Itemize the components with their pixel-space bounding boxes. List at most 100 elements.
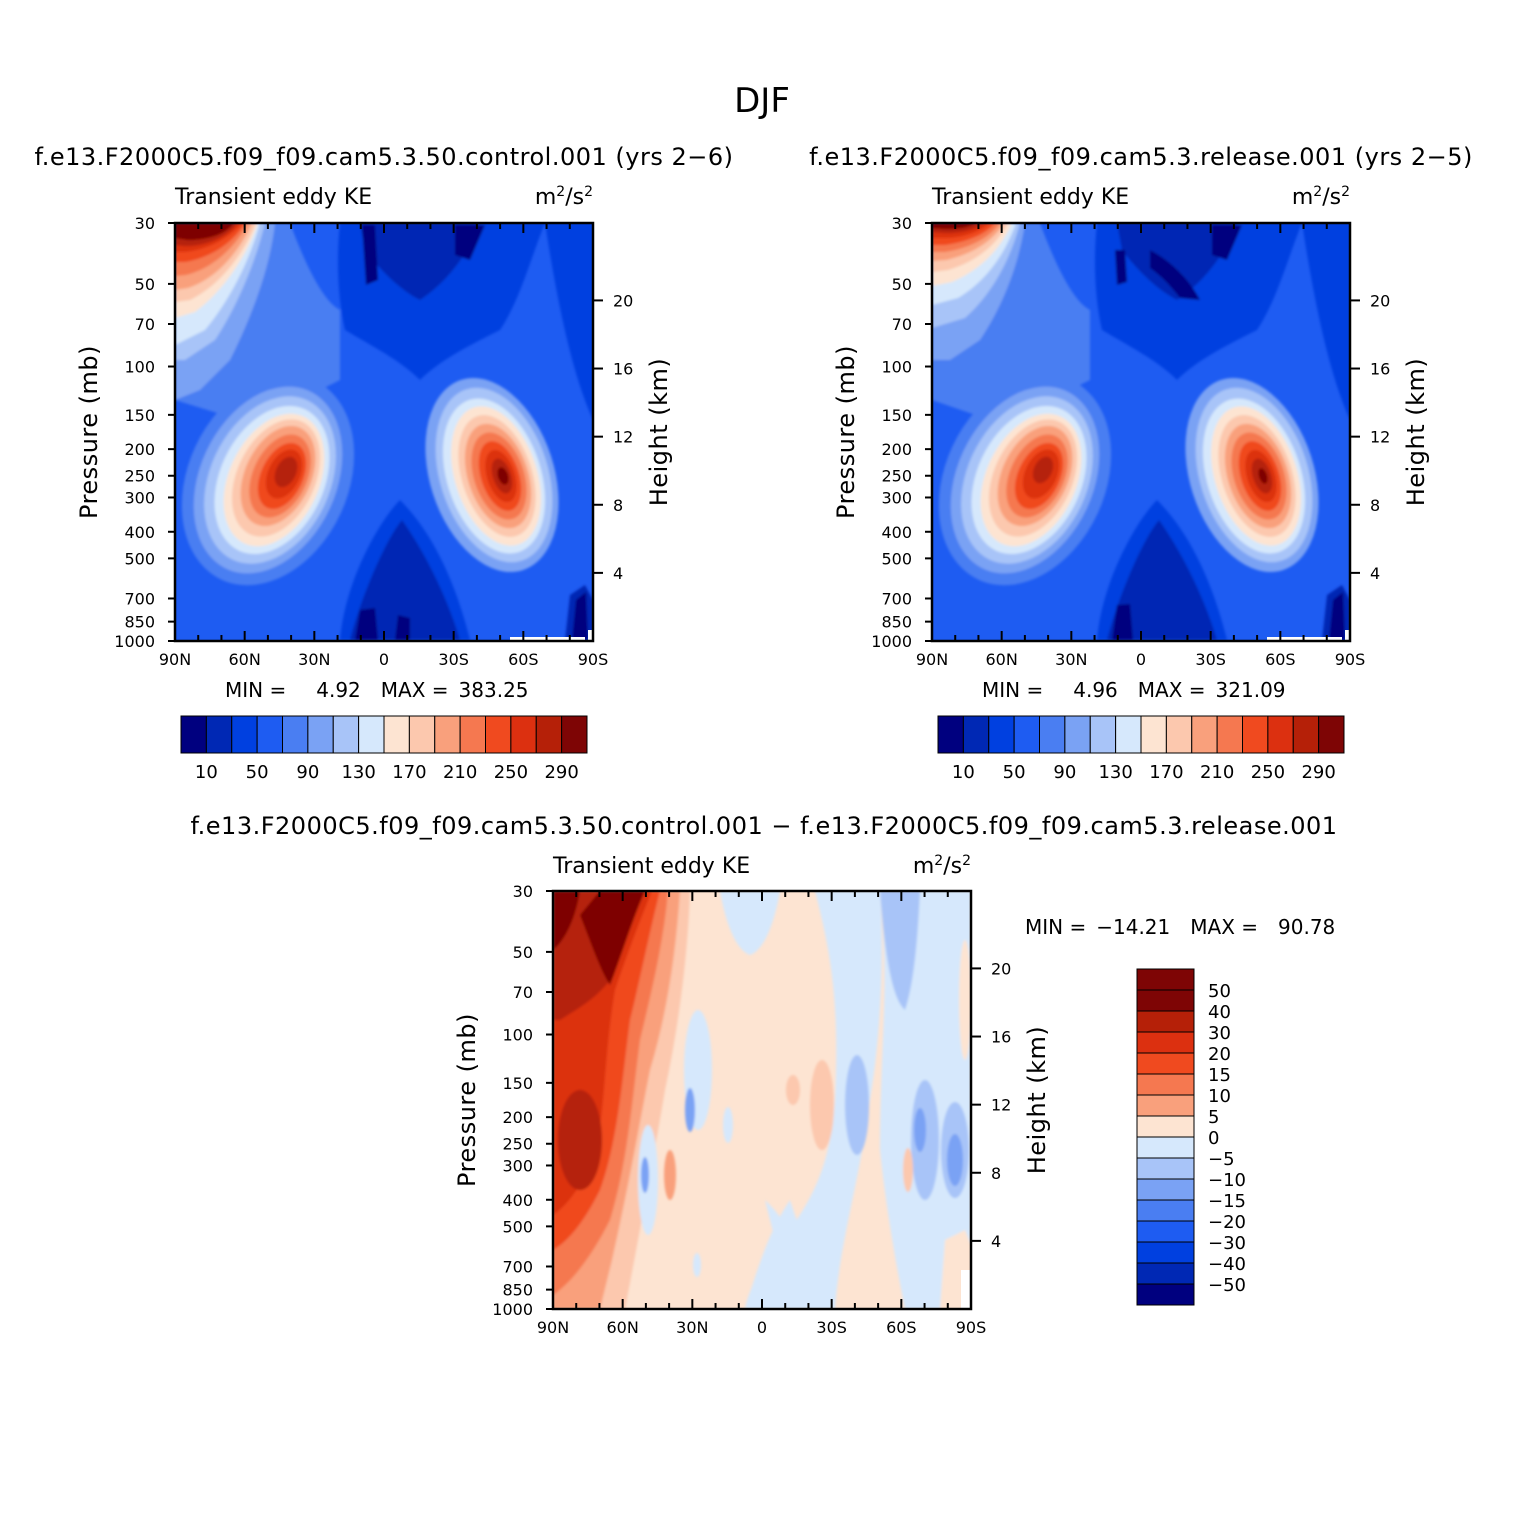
y-tick-label: 300: [502, 1156, 533, 1175]
y-tick-label: 30: [135, 214, 155, 233]
colorbar-swatch: [1136, 1283, 1195, 1306]
x-tick-label: 60S: [1265, 650, 1296, 669]
colorbar-swatch: [408, 715, 436, 754]
y-tick-label: 400: [502, 1191, 533, 1210]
colorbar-swatch: [1115, 715, 1142, 754]
y2-tick-label: 8: [1370, 496, 1380, 515]
colorbar-label: −40: [1208, 1254, 1246, 1275]
x-axis: 90N 60N 30N 0 30S 60S 90S: [916, 223, 1365, 669]
x-tick-label: 30S: [1195, 650, 1226, 669]
colorbar-swatch: [1242, 715, 1269, 754]
colorbar-swatch: [1136, 1220, 1195, 1243]
colorbar-label: 130: [341, 762, 375, 783]
colorbar-swatch: [434, 715, 461, 754]
x-tick-label: 60N: [986, 650, 1018, 669]
y-tick-label: 100: [124, 358, 155, 377]
y-tick-label: 50: [892, 275, 912, 294]
colorbar-control: 10 50 90 130 170 210 250 290: [180, 715, 588, 783]
y-axis-title: Pressure (mb): [75, 345, 103, 519]
colorbar-swatch: [383, 715, 410, 754]
colorbar-swatch: [535, 715, 563, 754]
panel-title: f.e13.F2000C5.f09_f09.cam5.3.50.control.…: [190, 812, 1337, 840]
min-max-stats: MIN = 4.92 MAX = 383.25: [225, 678, 529, 702]
colorbar-label: −10: [1208, 1170, 1246, 1191]
y2-tick-label: 16: [613, 360, 633, 379]
colorbar-swatch: [180, 715, 207, 754]
x-tick-label: 30N: [676, 1318, 708, 1337]
colorbar-swatch: [1292, 715, 1320, 754]
colorbar-label: 10: [195, 762, 218, 783]
y2-axis-title: Height (km): [1402, 358, 1430, 506]
y-tick-label: 250: [881, 467, 912, 486]
y-tick-label: 150: [881, 406, 912, 425]
y-tick-label: 1000: [492, 1300, 533, 1319]
y-tick-label: 700: [502, 1257, 533, 1276]
x-tick-label: 60S: [508, 650, 539, 669]
colorbar-label: 0: [1208, 1128, 1219, 1149]
colorbar-swatch: [1136, 1262, 1195, 1285]
units-label: m2/s2: [1292, 184, 1350, 210]
y-tick-label: 850: [881, 613, 912, 632]
colorbar-label: −50: [1208, 1275, 1246, 1296]
colorbar-swatch: [988, 715, 1015, 754]
colorbar-label: −5: [1208, 1149, 1235, 1170]
y-tick-label: 200: [881, 440, 912, 459]
colorbar-swatch: [1140, 715, 1167, 754]
y2-tick-label: 12: [613, 428, 633, 447]
y-tick-label: 70: [892, 315, 912, 334]
colorbar-label: 170: [1149, 762, 1183, 783]
y2-tick-label: 4: [991, 1232, 1001, 1251]
y-tick-label: 1000: [871, 632, 912, 651]
min-max-stats: MIN = 4.96 MAX = 321.09: [982, 678, 1286, 702]
colorbar-label: 15: [1208, 1065, 1231, 1086]
y-tick-label: 30: [892, 214, 912, 233]
colorbar-label: −15: [1208, 1191, 1246, 1212]
colorbar-swatch: [1136, 1031, 1195, 1054]
colorbar-swatch: [1089, 715, 1117, 754]
x-tick-label: 90N: [159, 650, 191, 669]
colorbar-swatch: [1191, 715, 1218, 754]
colorbar-swatch: [1136, 1157, 1195, 1180]
y-tick-label: 250: [502, 1135, 533, 1154]
x-tick-label: 60N: [229, 650, 261, 669]
figure-title: DJF: [734, 81, 790, 121]
colorbar-swatch: [1013, 715, 1040, 754]
x-tick-label: 30S: [438, 650, 469, 669]
variable-label: Transient eddy KE: [552, 854, 750, 879]
colorbar-release: 10 50 90 130 170 210 250 290: [937, 715, 1345, 783]
colorbar-label: 40: [1208, 1002, 1231, 1023]
panel-title: f.e13.F2000C5.f09_f09.cam5.3.50.control.…: [34, 143, 733, 171]
colorbar-swatch: [1136, 968, 1195, 991]
y-axis-title: Pressure (mb): [453, 1013, 481, 1187]
colorbar-swatch: [256, 715, 283, 754]
x-tick-label: 30N: [1055, 650, 1087, 669]
colorbar-swatch: [1136, 1136, 1195, 1159]
x-tick-label: 90N: [537, 1318, 569, 1337]
colorbar-swatch: [332, 715, 360, 754]
x-tick-label: 90S: [578, 650, 609, 669]
y2-tick-label: 20: [613, 291, 633, 310]
colorbar-swatch: [1039, 715, 1066, 754]
colorbar-label: 50: [246, 762, 269, 783]
colorbar-label: 170: [392, 762, 426, 783]
y-tick-label: 30: [513, 882, 533, 901]
units-label: m2/s2: [913, 853, 971, 879]
colorbar-label: 5: [1208, 1107, 1219, 1128]
colorbar-swatch: [510, 715, 537, 754]
x-tick-label: 30N: [298, 650, 330, 669]
colorbar-swatch: [937, 715, 964, 754]
y2-tick-label: 8: [613, 496, 623, 515]
y-tick-label: 150: [502, 1074, 533, 1093]
min-max-stats: MIN = −14.21 MAX = 90.78: [1025, 915, 1335, 939]
colorbar-swatch: [282, 715, 309, 754]
colorbar-label: 30: [1208, 1023, 1231, 1044]
y-tick-label: 400: [881, 523, 912, 542]
y-tick-label: 70: [513, 983, 533, 1002]
y-tick-label: 50: [513, 943, 533, 962]
y2-tick-label: 12: [991, 1096, 1011, 1115]
y2-axis-title: Height (km): [645, 358, 673, 506]
units-label: m2/s2: [535, 184, 593, 210]
